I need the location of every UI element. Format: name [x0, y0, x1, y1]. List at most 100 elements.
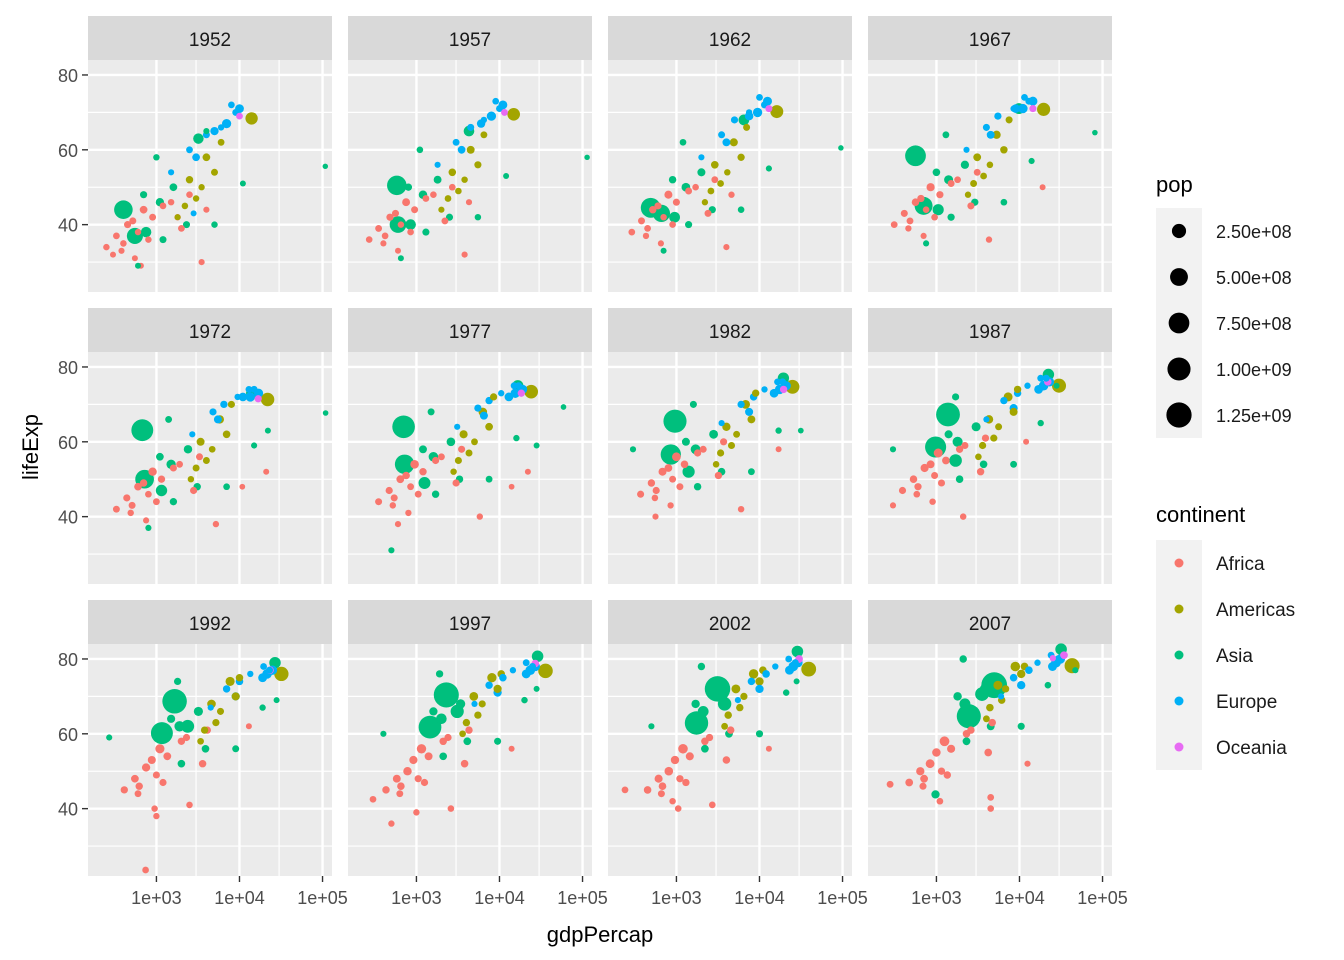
- data-point-africa: [386, 213, 394, 221]
- data-point-africa: [178, 225, 185, 232]
- data-point-asia: [435, 670, 444, 678]
- data-point-asia: [183, 221, 190, 229]
- data-point-africa: [711, 176, 719, 184]
- data-point-asia: [431, 490, 440, 498]
- data-point-africa: [145, 490, 152, 498]
- data-point-africa: [913, 490, 921, 498]
- data-point-africa: [914, 483, 922, 491]
- data-point-asia: [273, 697, 280, 704]
- data-point-americas: [747, 415, 756, 424]
- data-point-africa: [954, 176, 961, 184]
- data-point-oceania: [254, 395, 262, 403]
- data-point-europe: [245, 392, 256, 402]
- pop-legend-key: [1166, 402, 1192, 428]
- data-point-asia: [668, 175, 677, 184]
- data-point-africa: [397, 782, 405, 790]
- data-point-africa: [936, 191, 944, 199]
- data-point-africa: [654, 202, 662, 210]
- data-point-africa: [708, 801, 716, 809]
- data-point-americas: [260, 392, 275, 407]
- data-point-africa: [985, 236, 993, 243]
- data-point-europe: [779, 378, 787, 386]
- data-point-africa: [196, 453, 203, 461]
- data-point-americas: [450, 468, 457, 475]
- data-point-europe: [1017, 681, 1026, 690]
- data-point-europe: [452, 138, 460, 146]
- data-point-asia: [232, 745, 240, 753]
- data-point-asia: [394, 454, 415, 475]
- y-tick-label: 80: [58, 66, 78, 86]
- data-point-asia: [533, 685, 540, 692]
- data-point-asia: [717, 691, 728, 702]
- facet-strip: [608, 308, 852, 352]
- data-point-americas: [736, 703, 744, 712]
- data-point-africa: [212, 520, 220, 528]
- data-point-africa: [430, 191, 437, 198]
- data-point-africa: [652, 513, 659, 520]
- data-point-asia: [150, 722, 173, 745]
- data-point-americas: [187, 475, 195, 483]
- data-point-americas: [770, 105, 784, 119]
- data-point-africa: [621, 786, 629, 794]
- facet-strip-label: 1987: [969, 322, 1011, 343]
- data-point-africa: [508, 483, 515, 490]
- data-point-americas: [727, 441, 736, 450]
- data-point-americas: [701, 199, 709, 206]
- data-point-africa: [943, 771, 951, 779]
- data-point-africa: [153, 498, 160, 506]
- data-point-africa: [120, 240, 127, 247]
- data-point-africa: [917, 194, 925, 203]
- data-point-africa: [955, 445, 964, 453]
- data-point-asia: [755, 730, 764, 738]
- data-point-africa: [452, 479, 460, 487]
- data-point-africa: [680, 460, 689, 469]
- data-point-africa: [667, 502, 674, 509]
- data-point-asia: [159, 236, 167, 244]
- data-point-americas: [993, 680, 1003, 690]
- data-point-europe: [186, 146, 193, 154]
- facet-strip: [88, 308, 332, 352]
- data-point-europe: [730, 116, 739, 124]
- data-point-europe: [474, 404, 482, 412]
- data-point-africa: [385, 486, 393, 495]
- data-point-europe: [258, 673, 268, 683]
- data-point-asia: [419, 445, 427, 454]
- data-point-americas: [710, 160, 719, 169]
- facet-strip-label: 1967: [969, 30, 1011, 51]
- facet-panel-1972: 1972 40 60 80: [58, 308, 332, 584]
- data-point-europe: [238, 392, 248, 402]
- data-point-africa: [369, 795, 377, 803]
- data-point-asia: [140, 226, 152, 238]
- data-point-europe: [1054, 655, 1062, 663]
- data-point-asia: [584, 154, 590, 161]
- data-point-africa: [135, 782, 143, 790]
- data-point-europe: [521, 669, 531, 679]
- data-point-asia: [681, 437, 690, 446]
- data-point-europe: [209, 408, 217, 416]
- data-point-asia: [684, 711, 709, 735]
- data-point-americas: [1009, 407, 1018, 416]
- data-point-africa: [967, 726, 975, 734]
- data-point-americas: [274, 666, 289, 682]
- data-point-europe: [698, 154, 705, 161]
- data-point-europe: [250, 385, 258, 393]
- data-point-asia: [1072, 667, 1079, 674]
- facet-panel-1997: 1997 1e+03 1e+04 1e+05: [348, 600, 608, 908]
- data-point-americas: [465, 449, 473, 457]
- data-point-europe: [1009, 673, 1018, 682]
- data-point-europe: [986, 130, 995, 139]
- pop-legend-label: 2.50e+08: [1216, 222, 1292, 242]
- data-point-asia: [322, 410, 329, 416]
- data-point-africa: [937, 479, 946, 487]
- data-point-asia: [905, 145, 926, 167]
- data-point-americas: [217, 138, 225, 146]
- data-point-asia: [709, 429, 719, 439]
- data-point-asia: [181, 719, 195, 733]
- data-point-americas: [964, 191, 972, 198]
- data-point-africa: [163, 752, 172, 761]
- data-point-asia: [416, 146, 424, 154]
- data-point-africa: [375, 498, 383, 506]
- data-point-africa: [909, 475, 918, 483]
- continent-legend-key-americas: [1174, 604, 1184, 614]
- data-point-europe: [1010, 105, 1017, 112]
